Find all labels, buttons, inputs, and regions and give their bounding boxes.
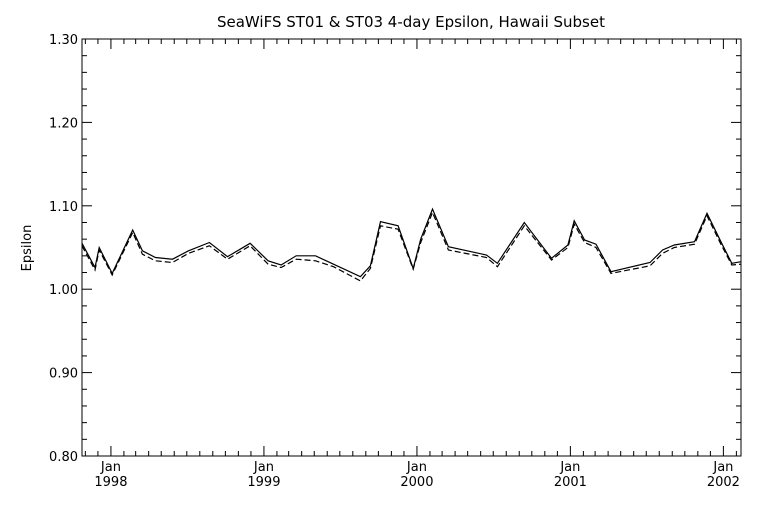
x-tick-year-label: 2000: [400, 475, 433, 490]
x-tick-month-label: Jan: [253, 460, 274, 475]
x-tick-year-label: 1999: [247, 475, 280, 490]
x-tick-year-label: 2002: [707, 475, 740, 490]
y-tick-label: 1.20: [49, 116, 78, 131]
plot-frame: [81, 38, 742, 457]
y-tick-label: 1.30: [49, 33, 78, 48]
chart-title: SeaWiFS ST01 & ST03 4-day Epsilon, Hawai…: [217, 13, 605, 31]
y-tick-label: 1.10: [49, 200, 78, 215]
x-tick-month-label: Jan: [712, 460, 733, 475]
x-tick-year-label: 2001: [554, 475, 587, 490]
y-tick-label: 0.80: [49, 450, 78, 465]
y-tick-label: 1.00: [49, 283, 78, 298]
y-tick-label: 0.90: [49, 367, 78, 382]
x-tick-month-label: Jan: [100, 460, 121, 475]
series-line-solid: [81, 207, 742, 278]
y-axis-label: Epsilon: [20, 225, 35, 272]
y-axis: 0.80 0.90 1.00 1.10 1.20 1.30: [49, 33, 741, 465]
series-group: [81, 207, 742, 282]
x-tick-month-label: Jan: [406, 460, 427, 475]
series-line-dashed: [81, 210, 742, 282]
x-tick-month-label: Jan: [559, 460, 580, 475]
x-tick-year-label: 1998: [94, 475, 127, 490]
